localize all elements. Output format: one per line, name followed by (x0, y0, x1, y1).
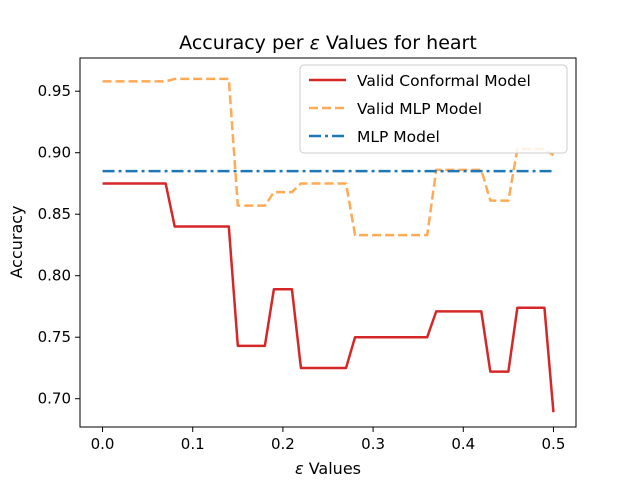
x-tick-label: 0.1 (181, 435, 205, 453)
y-axis: 0.70 0.75 0.80 0.85 0.90 0.95 (38, 82, 80, 408)
y-axis-label: Accuracy (7, 205, 26, 278)
legend-box (299, 64, 568, 154)
plot-frame (79, 57, 577, 428)
y-tick-label: 0.70 (38, 390, 71, 408)
legend: Valid Conformal Model Valid MLP Model ML… (299, 64, 568, 154)
legend-label-valid-conformal: Valid Conformal Model (357, 72, 531, 90)
legend-label-valid-mlp: Valid MLP Model (357, 100, 482, 118)
y-tick-label: 0.90 (38, 144, 71, 162)
x-tick-label: 0.3 (361, 435, 385, 453)
y-tick-label: 0.95 (38, 82, 71, 100)
legend-label-mlp: MLP Model (357, 128, 440, 146)
x-axis: 0.0 0.1 0.2 0.3 0.4 0.5 (91, 427, 566, 453)
plot-area (102, 77, 555, 413)
x-tick-label: 0.2 (271, 435, 295, 453)
x-tick-label: 0.5 (542, 435, 566, 453)
series-line-valid-conformal-model (102, 182, 555, 413)
x-tick-label: 0.4 (451, 435, 475, 453)
y-tick-label: 0.85 (38, 205, 71, 223)
x-tick-label: 0.0 (91, 435, 115, 453)
chart-title: Accuracy per ε Values for heart (179, 32, 477, 54)
x-axis-label: ε Values (295, 459, 361, 478)
y-tick-label: 0.80 (38, 267, 71, 285)
y-tick-label: 0.75 (38, 328, 71, 346)
